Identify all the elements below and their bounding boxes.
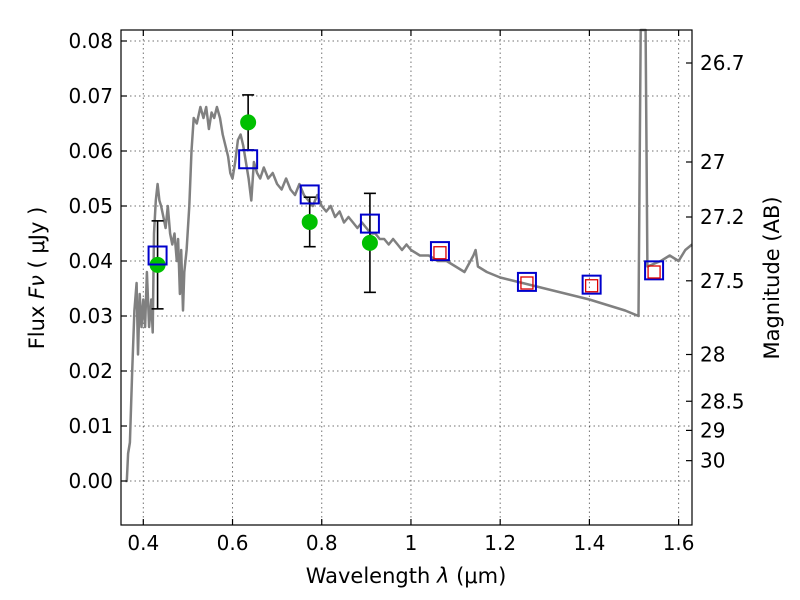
- y-axis-label-text: Flux: [25, 306, 49, 350]
- y2-tick-label: 27.2: [700, 205, 745, 229]
- x-axis-label-symbol: λ: [436, 564, 449, 588]
- plot-frame: [120, 29, 693, 526]
- photometry-points: [147, 94, 665, 310]
- observed-flux-point: [301, 213, 318, 230]
- y2-tick-label: 26.7: [700, 51, 745, 75]
- x-axis-label-unit: (μm): [456, 564, 506, 588]
- model-flux-square: [644, 260, 665, 281]
- y2-tick-label: 28.5: [700, 389, 745, 413]
- observed-flux-point: [240, 114, 257, 131]
- model-flux-square: [429, 241, 450, 262]
- x-tick-label: 1.6: [663, 531, 695, 555]
- model-flux-square: [359, 213, 380, 234]
- x-tick-label: 0.4: [127, 531, 159, 555]
- x-tick-label: 1: [405, 531, 418, 555]
- y-tick-label: 0.07: [68, 84, 113, 108]
- x-tick-label: 0.6: [217, 531, 249, 555]
- y-tick-label: 0.04: [68, 249, 113, 273]
- axis-ticks: 0.4 0.6 0.8 1 1.2 1.4 1.6 0.00 0.01 0.02 0.03 0.04 0…: [68, 29, 744, 555]
- y-tick-label: 0.02: [68, 359, 113, 383]
- y-axis-label: Flux Fν ( μJy ): [25, 207, 49, 350]
- y-tick-label: 0.03: [68, 304, 113, 328]
- y2-tick-label: 27: [700, 150, 725, 174]
- x-axis-label-text: Wavelength: [306, 564, 431, 588]
- model-flux-square: [238, 149, 259, 170]
- y2-tick-label: 29: [700, 418, 725, 442]
- nir-flux-square: [520, 276, 534, 290]
- y2-tick-label: 30: [700, 449, 725, 473]
- y-tick-label: 0.08: [68, 29, 113, 53]
- grid-lines: [121, 30, 692, 525]
- y-tick-label: 0.06: [68, 139, 113, 163]
- model-flux-square: [581, 274, 602, 295]
- model-flux-square: [299, 184, 320, 205]
- y2-tick-label: 27.5: [700, 269, 745, 293]
- x-tick-label: 1.2: [484, 531, 516, 555]
- model-flux-square: [516, 271, 537, 292]
- nir-flux-square: [647, 265, 661, 279]
- x-tick-label: 1.4: [573, 531, 605, 555]
- y-axis-label-symbol: Fν: [25, 275, 49, 299]
- x-axis-label: Wavelength λ (μm): [306, 564, 507, 588]
- y-tick-label: 0.01: [68, 414, 113, 438]
- model-sed-curve: [125, 28, 693, 483]
- y2-axis-label: Magnitude (AB): [760, 196, 784, 359]
- y-tick-label: 0.05: [68, 194, 113, 218]
- y2-tick-label: 28: [700, 343, 725, 367]
- observed-flux-point: [361, 234, 378, 251]
- x-tick-label: 0.8: [306, 531, 338, 555]
- model-sed-line: [125, 28, 693, 483]
- y-tick-label: 0.00: [68, 469, 113, 493]
- nir-flux-square: [584, 279, 599, 293]
- y-axis-label-unit: ( μJy ): [25, 207, 49, 269]
- nir-flux-square: [433, 246, 447, 260]
- model-flux-square: [147, 245, 168, 266]
